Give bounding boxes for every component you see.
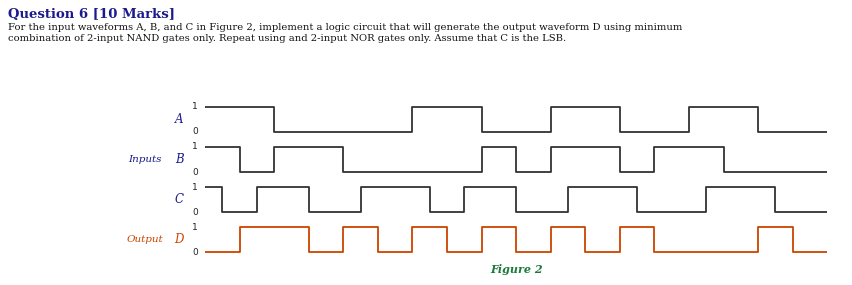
Text: Figure 2: Figure 2 [489,264,542,275]
Text: A: A [175,113,183,126]
Text: 0: 0 [192,248,198,257]
Text: 0: 0 [192,127,198,136]
Text: 1: 1 [192,223,198,232]
Text: Output: Output [126,235,163,245]
Text: Question 6 [10 Marks]: Question 6 [10 Marks] [8,8,175,21]
Text: For the input waveforms A, B, and C in Figure 2, implement a logic circuit that : For the input waveforms A, B, and C in F… [8,23,682,32]
Text: Inputs: Inputs [128,155,161,164]
Text: 1: 1 [192,102,198,111]
Text: 0: 0 [192,168,198,176]
Text: C: C [175,193,183,206]
Text: B: B [175,153,183,166]
Text: 1: 1 [192,142,198,151]
Text: D: D [174,233,183,247]
Text: 0: 0 [192,208,198,217]
Text: 1: 1 [192,183,198,192]
Text: combination of 2-input NAND gates only. Repeat using and 2-input NOR gates only.: combination of 2-input NAND gates only. … [8,34,566,43]
